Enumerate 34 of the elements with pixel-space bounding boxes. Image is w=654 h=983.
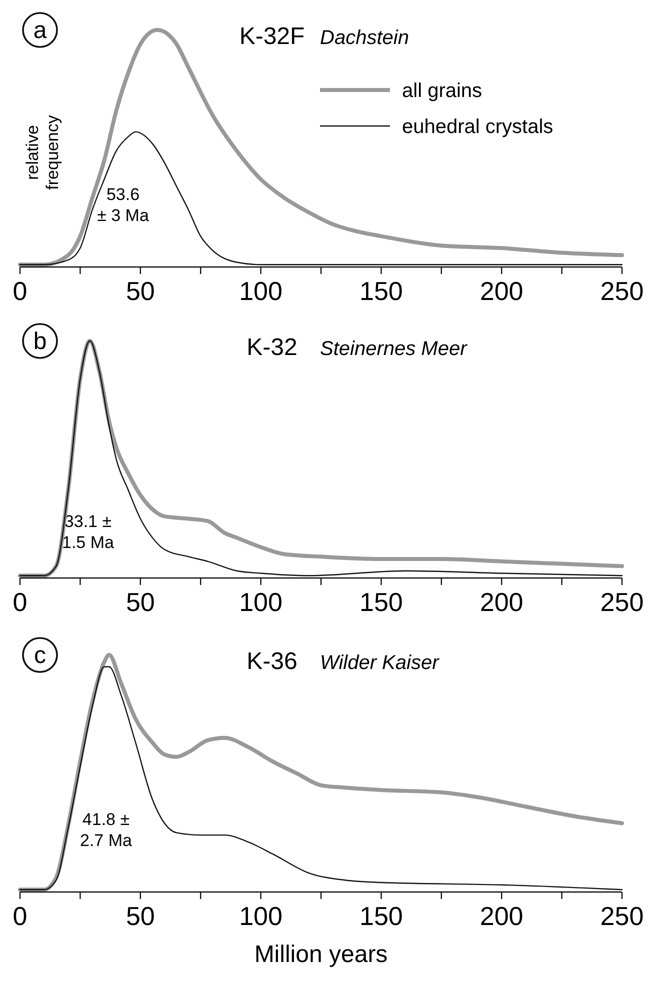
- x-tick-label: 0: [12, 587, 28, 617]
- x-tick-label: 250: [600, 587, 644, 617]
- x-tick-label: 250: [600, 901, 644, 931]
- x-tick-label: 150: [360, 901, 403, 931]
- y-axis-title: relative frequency: [23, 114, 62, 190]
- annotation: a: [33, 17, 48, 44]
- x-tick-label: 150: [360, 276, 403, 306]
- x-tick-label: 150: [360, 587, 403, 617]
- x-tick-label: 100: [239, 276, 282, 306]
- x-tick-label: 200: [480, 276, 524, 306]
- x-tick-label: 50: [126, 276, 155, 306]
- x-tick-label: 200: [480, 901, 524, 931]
- x-tick-label: 100: [239, 901, 282, 931]
- chart-subtitle: Steinernes Meer: [320, 338, 468, 360]
- annotation: c: [34, 642, 46, 669]
- annotation: 33.1 ± 1.5 Ma: [62, 512, 115, 552]
- x-tick-label: 0: [12, 276, 28, 306]
- annotation: b: [33, 328, 47, 355]
- annotation: 53.6 ± 3 Ma: [97, 185, 150, 225]
- x-axis-title: Million years: [254, 941, 388, 968]
- legend-label: euhedral crystals: [402, 116, 554, 138]
- x-tick-label: 0: [12, 901, 28, 931]
- chart-title: K-32F: [239, 23, 305, 50]
- chart-title: K-32: [246, 334, 298, 361]
- annotation: 41.8 ± 2.7 Ma: [80, 810, 133, 850]
- chart-subtitle: Wilder Kaiser: [320, 652, 440, 674]
- x-tick-label: 50: [126, 587, 155, 617]
- x-tick-label: 250: [600, 276, 644, 306]
- chart-subtitle: Dachstein: [320, 27, 409, 49]
- chart-title: K-36: [246, 648, 298, 675]
- x-tick-label: 200: [480, 587, 524, 617]
- x-tick-label: 50: [126, 901, 155, 931]
- x-tick-label: 100: [239, 587, 282, 617]
- legend-label: all grains: [402, 80, 482, 102]
